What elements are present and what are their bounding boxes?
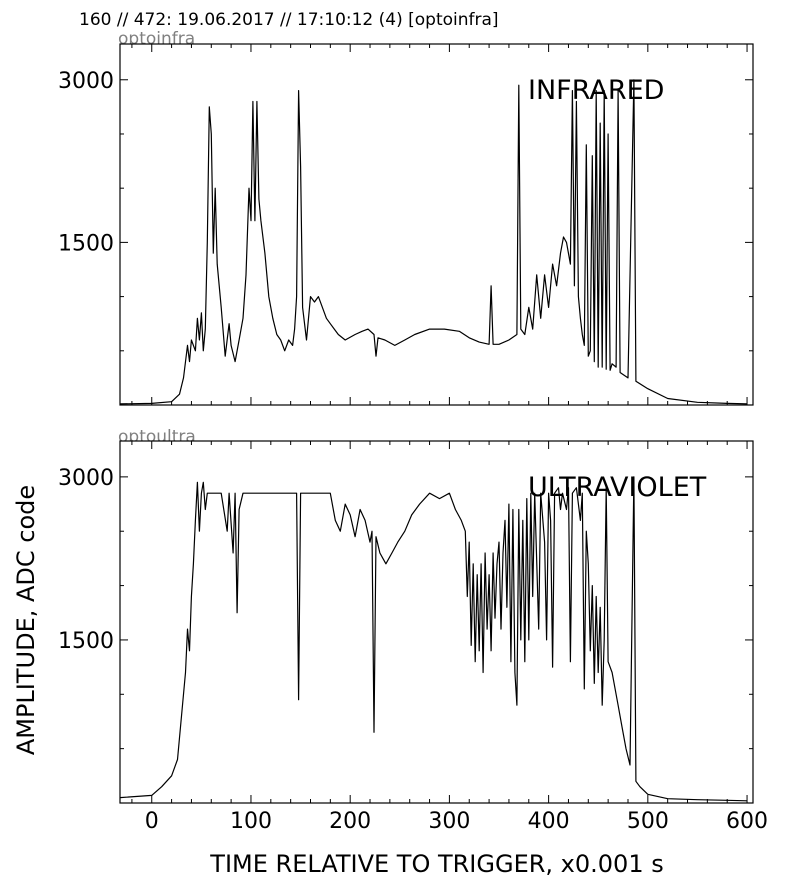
- x-tick-label: 600: [726, 809, 768, 834]
- x-tick-label: 400: [528, 809, 570, 834]
- x-tick-label: 300: [428, 809, 470, 834]
- infrared-signal-line: [119, 79, 748, 405]
- ultraviolet-plot-frame: [119, 440, 754, 804]
- infrared-y-ticks: 1500 3000: [58, 69, 753, 406]
- x-tick-label: 500: [627, 809, 669, 834]
- ultraviolet-signal-line: [119, 476, 748, 802]
- x-tick-labels: 0 100 200 300 400 500 600: [145, 809, 768, 834]
- infrared-plot-frame: [119, 43, 754, 406]
- x-tick-label: 0: [145, 809, 159, 834]
- ultraviolet-y-tick-label: 1500: [58, 629, 114, 654]
- ultraviolet-x-ticks: [131, 441, 748, 803]
- infrared-annotation: INFRARED: [528, 75, 664, 106]
- x-axis-label: TIME RELATIVE TO TRIGGER, x0.001 s: [209, 850, 663, 878]
- infrared-y-tick-label: 3000: [58, 69, 114, 94]
- x-tick-label: 200: [329, 809, 371, 834]
- infrared-x-ticks: [131, 44, 748, 405]
- figure-header: 160 // 472: 19.06.2017 // 17:10:12 (4) […: [79, 10, 499, 30]
- infrared-y-tick-label: 1500: [58, 231, 114, 256]
- ultraviolet-annotation: ULTRAVIOLET: [528, 472, 707, 503]
- ultraviolet-y-ticks: 1500 3000: [58, 466, 753, 804]
- y-axis-label: AMPLITUDE, ADC code: [12, 485, 40, 755]
- x-tick-label: 100: [230, 809, 272, 834]
- ultraviolet-y-tick-label: 3000: [58, 466, 114, 491]
